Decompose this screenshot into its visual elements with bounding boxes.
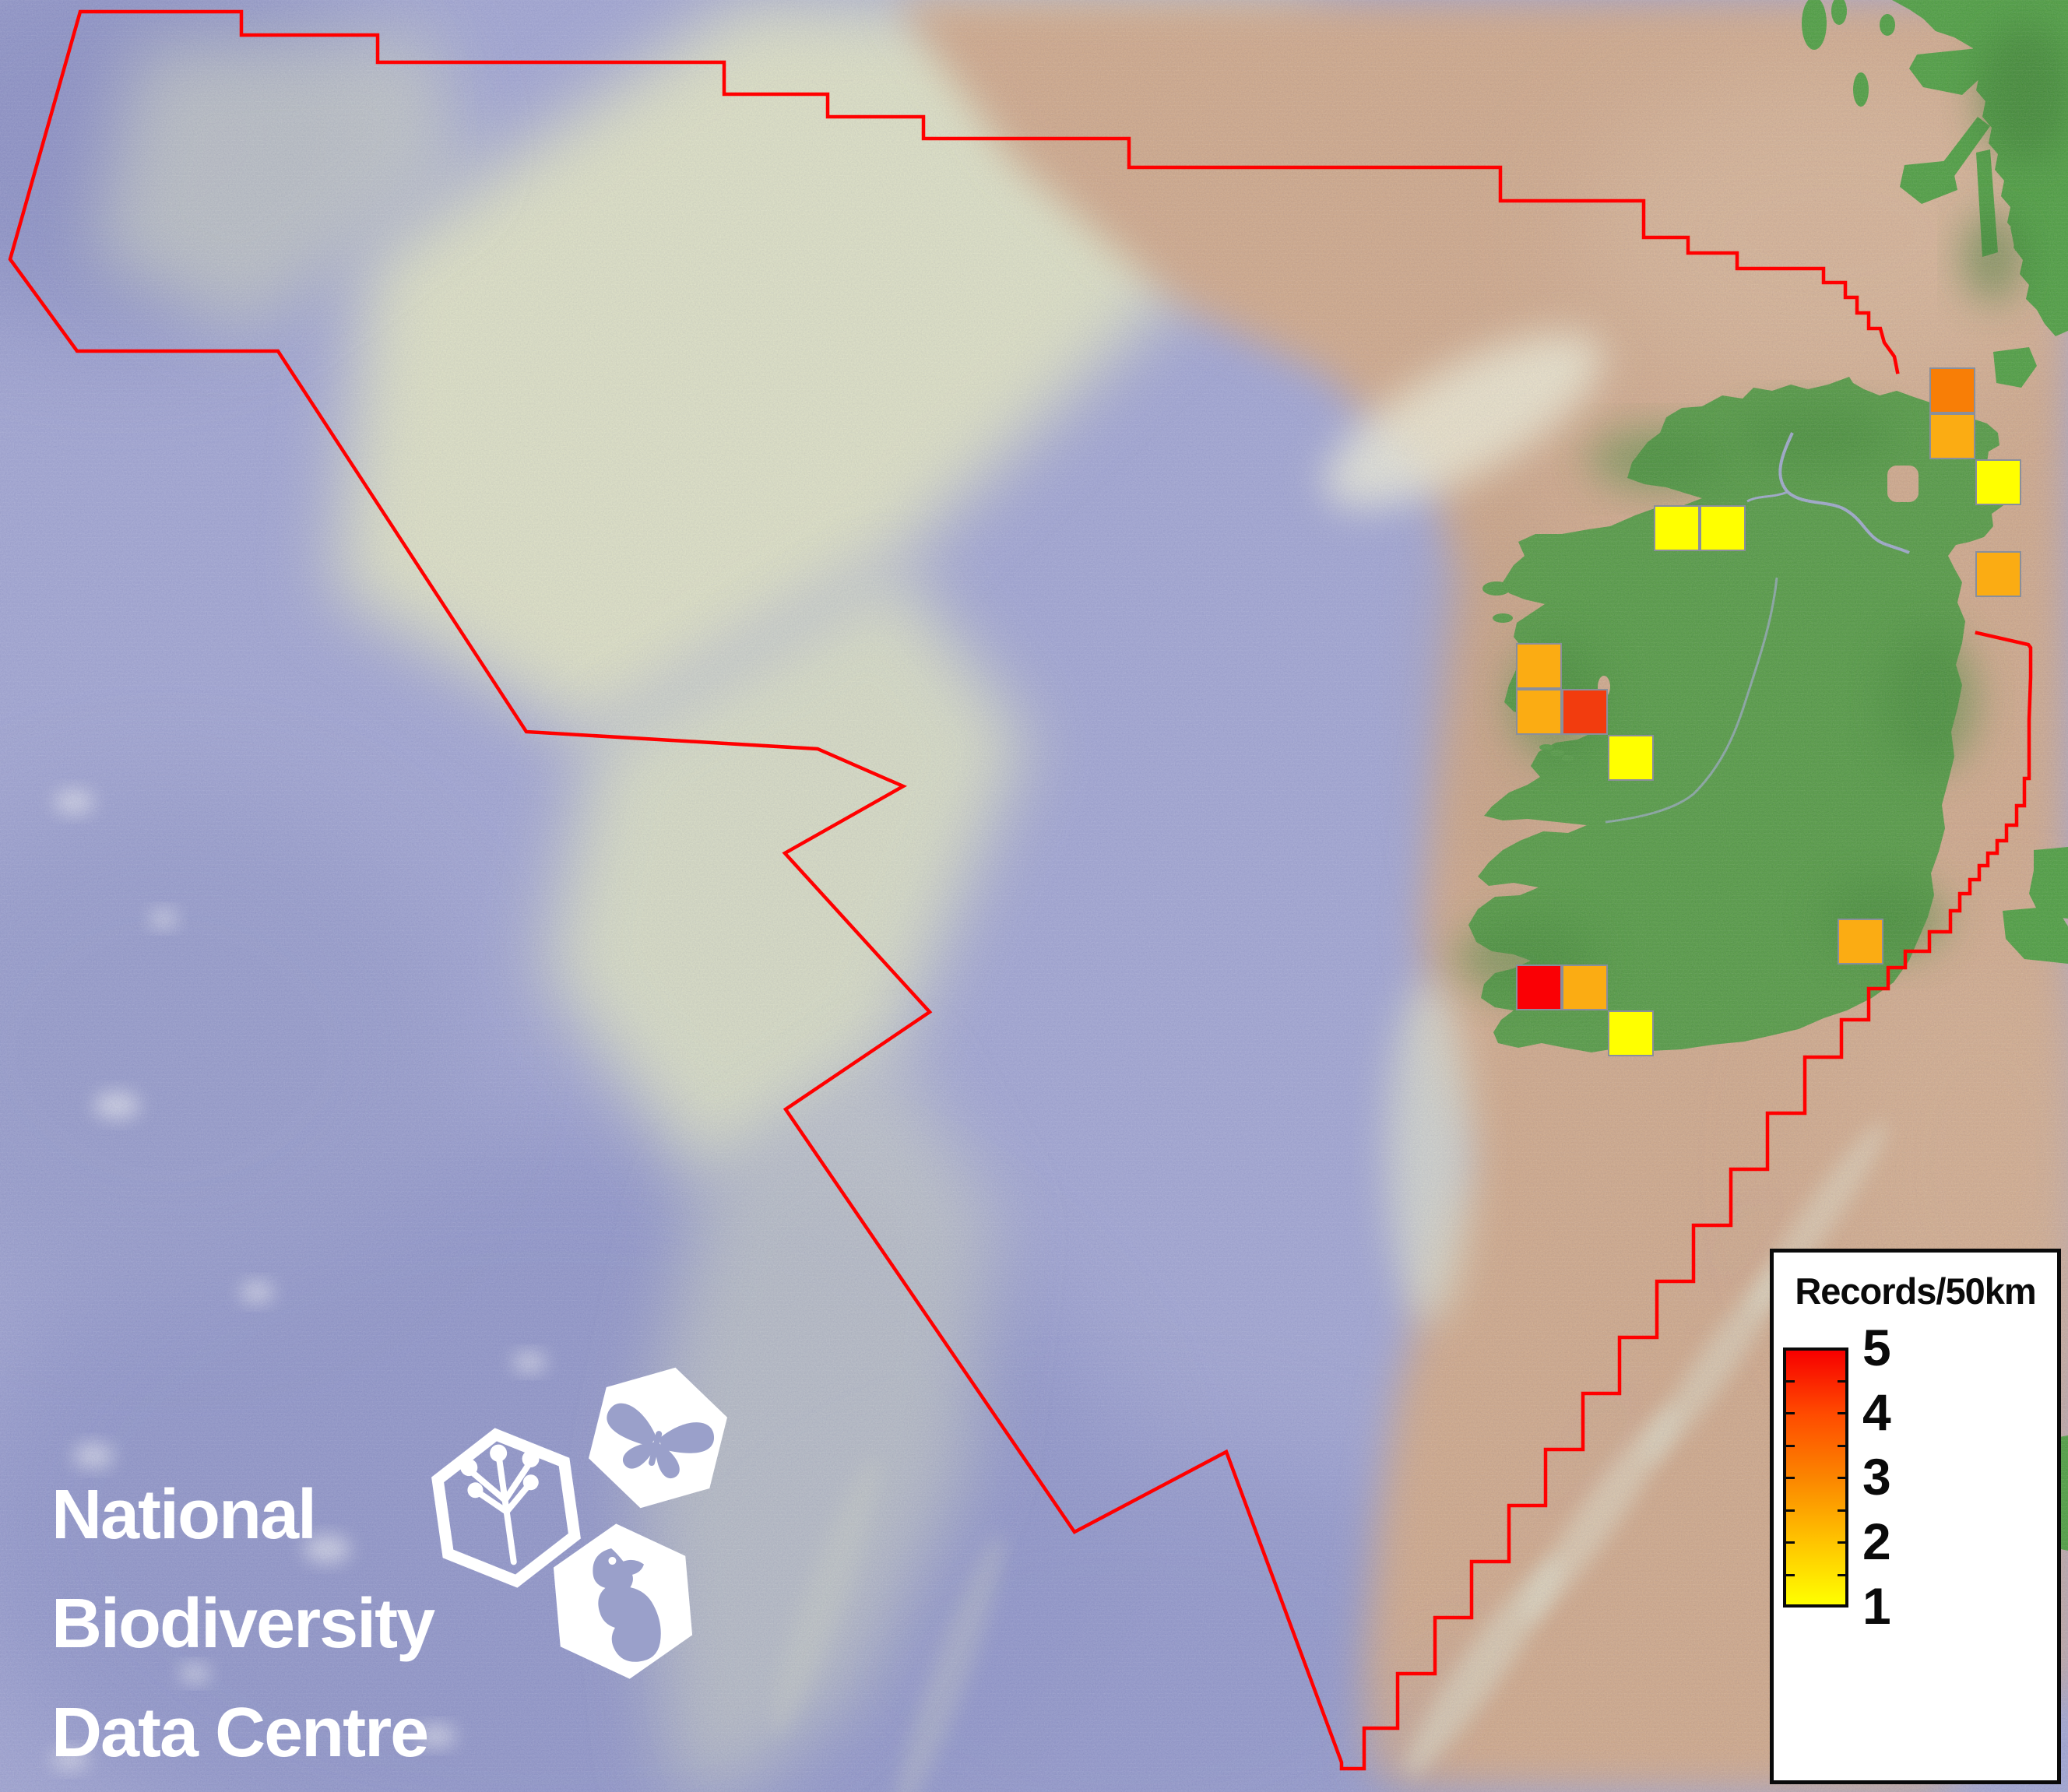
record-square [1700,505,1746,551]
record-square [1838,919,1883,965]
logo-line-3: Data Centre [51,1694,429,1772]
legend-minor-tick [1785,1509,1795,1512]
legend-minor-tick [1838,1444,1848,1447]
legend-minor-tick [1785,1379,1795,1383]
legend-minor-tick [1838,1412,1848,1414]
record-square [1975,459,2021,505]
legend-minor-tick [1838,1541,1848,1544]
record-square [1516,643,1562,689]
record-square [1516,965,1562,1010]
legend-minor-tick [1838,1573,1848,1576]
legend-box: Records/50km 5 4 3 2 1 [1770,1249,2061,1784]
legend-minor-tick [1838,1477,1848,1479]
legend-tick-label: 1 [1862,1577,1891,1635]
record-square [1975,551,2021,597]
logo-line-1: National [51,1476,317,1554]
legend-minor-tick [1785,1477,1795,1479]
record-square [1654,505,1700,551]
legend-minor-tick [1785,1573,1795,1576]
record-square [1608,1010,1654,1056]
legend-minor-tick [1838,1379,1848,1383]
record-square [1562,689,1608,735]
butterfly-hexagon-icon [589,1367,727,1509]
nbdc-logo: National Biodiversity Data Centre Docume… [51,1460,562,1792]
record-square [1516,689,1562,735]
plant-hexagon-icon [431,1428,581,1588]
legend-tick-label: 2 [1862,1513,1891,1570]
record-square [1562,965,1608,1010]
legend-minor-tick [1785,1541,1795,1544]
legend-title: Records/50km [1795,1270,2036,1312]
legend-minor-tick [1785,1444,1795,1447]
record-square [1929,367,1975,413]
record-square [1929,413,1975,459]
seahorse-hexagon-icon [553,1523,693,1679]
legend-tick-label: 4 [1862,1383,1891,1441]
legend-tick-label: 3 [1862,1448,1891,1506]
maritime-boundary-line [8,9,2033,1771]
nbdc-logo-hexagons [431,1367,727,1679]
legend-tick-label: 5 [1862,1319,1891,1376]
logo-line-2: Biodiversity [51,1585,435,1663]
legend-minor-tick [1838,1509,1848,1512]
record-square [1608,735,1654,781]
legend-minor-tick [1785,1412,1795,1414]
